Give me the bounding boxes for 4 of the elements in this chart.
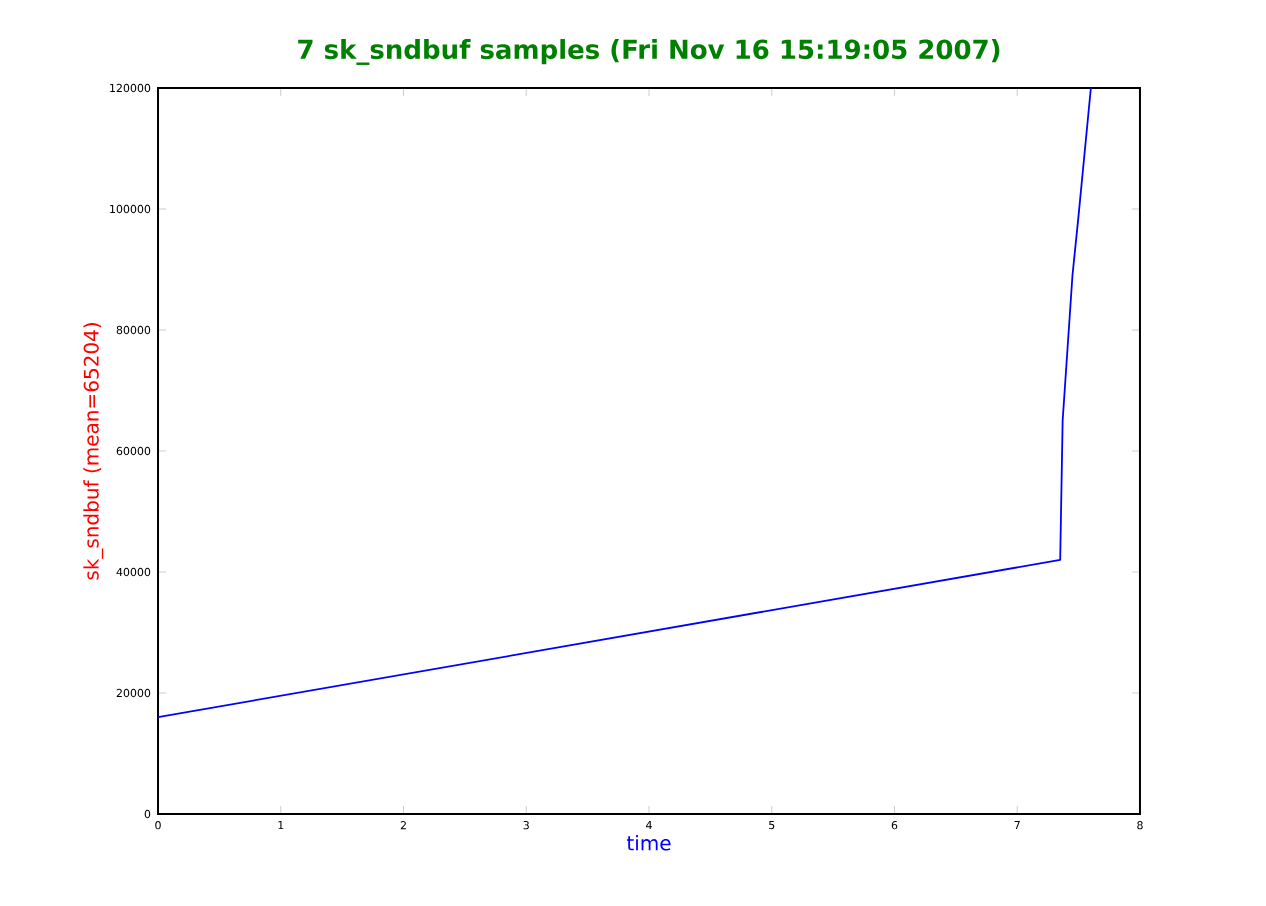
- chart-title: 7 sk_sndbuf samples (Fri Nov 16 15:19:05 2007): [298, 39, 1000, 65]
- y-axis-title: sk_sndbuf (mean=65204): [83, 323, 104, 580]
- line-series: [158, 87, 1092, 719]
- x-axis-title: time: [626, 835, 671, 851]
